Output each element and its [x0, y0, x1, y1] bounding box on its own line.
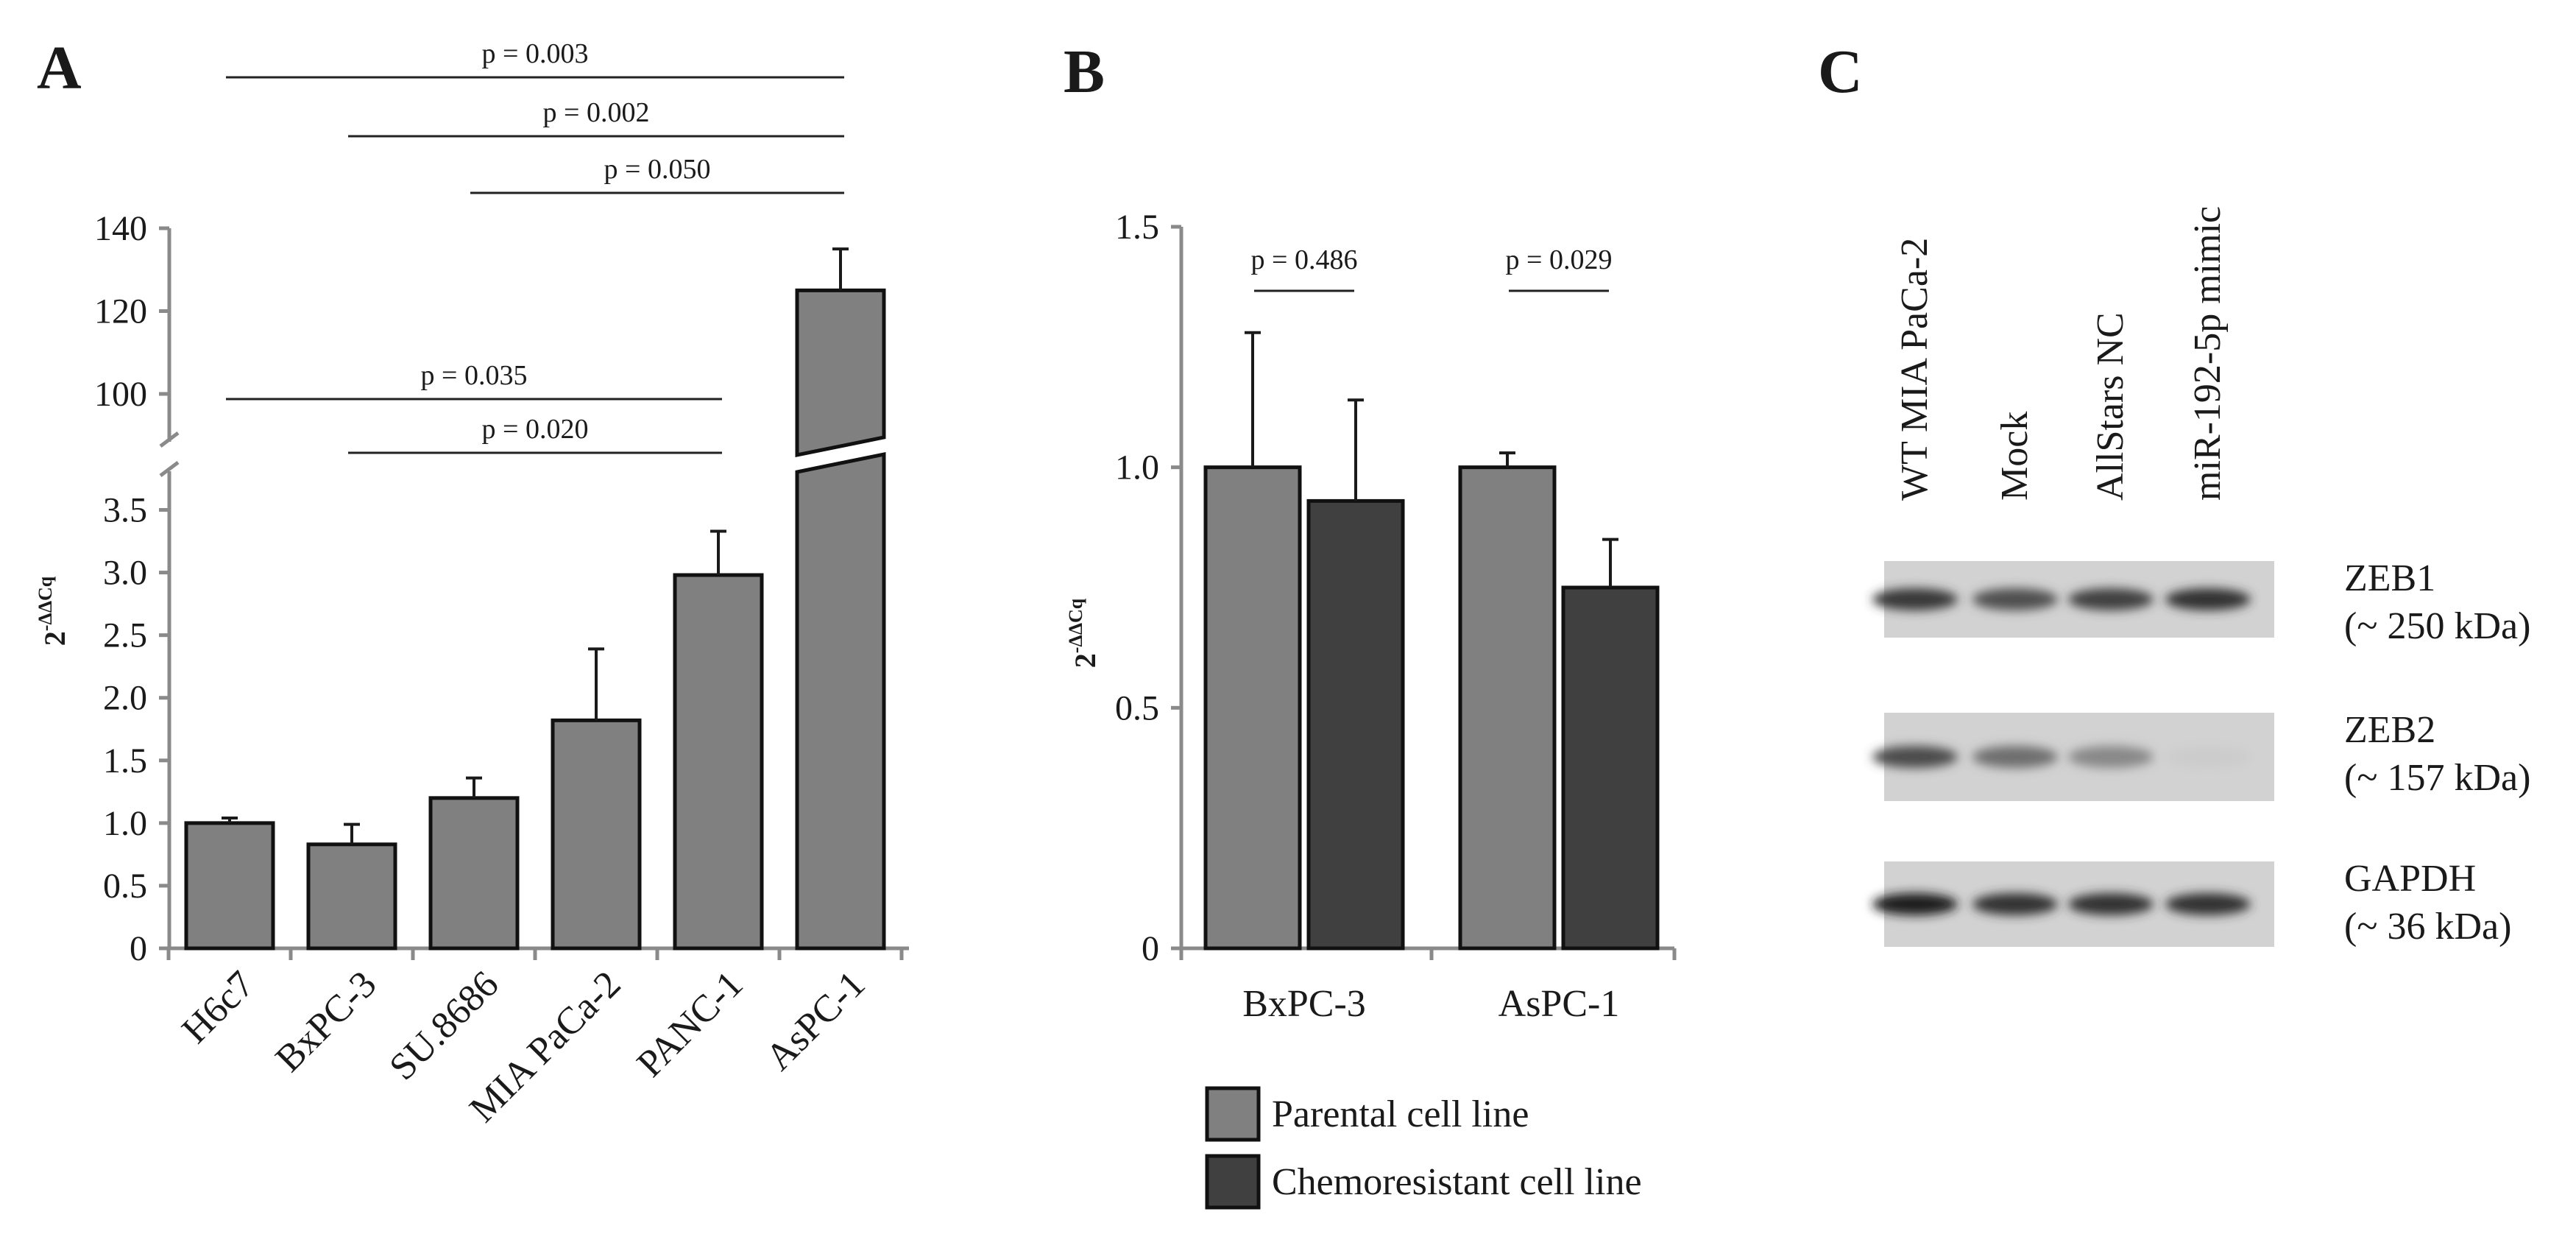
bar: [1561, 585, 1660, 951]
protein-size: (~ 157 kDa): [2344, 757, 2530, 799]
panel-b-ytick-label: 0.5: [1115, 688, 1159, 727]
blot-band: [2068, 588, 2154, 610]
panel-b-category-label: AsPC-1: [1498, 983, 1620, 1025]
blot-band: [2165, 588, 2251, 610]
protein-size: (~ 36 kDa): [2344, 906, 2511, 948]
panel-a-ytick-label: 1.5: [103, 741, 147, 780]
lane-label: miR-192-5p mimic: [2187, 206, 2229, 501]
panel-a-ytick-label: 120: [94, 292, 147, 331]
bar: [795, 288, 886, 458]
legend-swatch: [1205, 1086, 1261, 1142]
panel-c-western-blot: WT MIA PaCa-2 Mock AllStars NC miR-192-5p m…: [1872, 206, 2530, 948]
panel-b-letter: B: [1064, 38, 1105, 106]
panel-a-chart: 2-ΔΔCq 0 0.5 1.0 1.5 2.0 2.5 3.0 3.5 100 120 140 H6…: [35, 38, 909, 1130]
panel-a-category-label: H6c7: [174, 963, 263, 1051]
bar: [428, 796, 520, 951]
bar: [1203, 465, 1302, 951]
blot-band: [1872, 746, 1958, 768]
panel-a-ytick-label: 0: [130, 929, 147, 968]
legend-label: Parental cell line: [1272, 1093, 1529, 1135]
panel-c-letter: C: [1818, 38, 1863, 106]
bar: [795, 451, 886, 951]
panel-a-ytick-label: 140: [94, 209, 147, 248]
panel-a-category-label: BxPC-3: [268, 963, 385, 1080]
panel-b-ylabel: 2-ΔΔCq: [1065, 598, 1102, 668]
panel-a-ytick-label: 0.5: [103, 867, 147, 906]
p-value-label: p = 0.029: [1506, 244, 1613, 275]
p-value-label: p = 0.003: [482, 38, 589, 69]
blot-band: [1972, 588, 2058, 610]
panel-a-axis-break-mark: [159, 431, 180, 448]
p-value-label: p = 0.486: [1251, 244, 1358, 275]
panel-a-ytick-label: 1.0: [103, 804, 147, 843]
protein-name: ZEB2: [2344, 709, 2435, 751]
lane-label: Mock: [1994, 412, 2036, 501]
blot-band: [1972, 746, 2058, 768]
panel-a-category-label: PANC-1: [629, 963, 751, 1085]
blot-band: [2068, 893, 2154, 915]
p-value-label: p = 0.020: [482, 414, 589, 445]
panel-a-ytick-label: 3.0: [103, 554, 147, 593]
panel-a-category-label: AsPC-1: [758, 963, 874, 1079]
panel-b-chart: 2-ΔΔCq 0 0.5 1.0 1.5 BxPC-3 AsPC-1 p = 0.486 p …: [1065, 208, 1677, 1210]
protein-name: ZEB1: [2344, 557, 2435, 599]
panel-a-axis-break-mark: [159, 461, 180, 477]
protein-size: (~ 250 kDa): [2344, 605, 2530, 647]
blot-band: [2068, 746, 2154, 768]
bar: [184, 821, 275, 951]
panel-a-category-label: SU.8686: [381, 963, 506, 1088]
p-value-label: p = 0.002: [543, 97, 650, 128]
bar: [551, 718, 642, 951]
p-value-label: p = 0.035: [421, 360, 528, 391]
panel-a-ytick-label: 2.0: [103, 679, 147, 718]
panel-a-ytick-label: 100: [94, 375, 147, 414]
blot-band: [1972, 893, 2058, 915]
panel-a-ylabel: 2-ΔΔCq: [35, 576, 71, 646]
bar: [1458, 465, 1557, 951]
panel-a-letter: A: [37, 34, 82, 102]
panel-b-ytick-label: 1.0: [1115, 448, 1159, 487]
bar: [673, 573, 764, 951]
panel-a-ytick-label: 3.5: [103, 491, 147, 530]
bar: [306, 842, 397, 951]
panel-b-ytick-label: 0: [1142, 929, 1159, 968]
blot-band: [2165, 893, 2251, 915]
lane-label: AllStars NC: [2090, 312, 2131, 501]
panel-b-ytick-label: 1.5: [1115, 208, 1159, 247]
panel-a-ytick-label: 2.5: [103, 616, 147, 655]
blot-band: [1872, 588, 1958, 610]
blot-band: [2165, 746, 2251, 768]
panel-b-category-label: BxPC-3: [1242, 983, 1366, 1025]
lane-label: WT MIA PaCa-2: [1894, 238, 1936, 501]
p-value-label: p = 0.050: [604, 154, 711, 185]
bar: [1306, 498, 1405, 951]
blot-band: [1872, 893, 1958, 915]
protein-name: GAPDH: [2344, 858, 2476, 900]
legend-swatch: [1205, 1154, 1261, 1210]
legend-label: Chemoresistant cell line: [1272, 1161, 1642, 1203]
